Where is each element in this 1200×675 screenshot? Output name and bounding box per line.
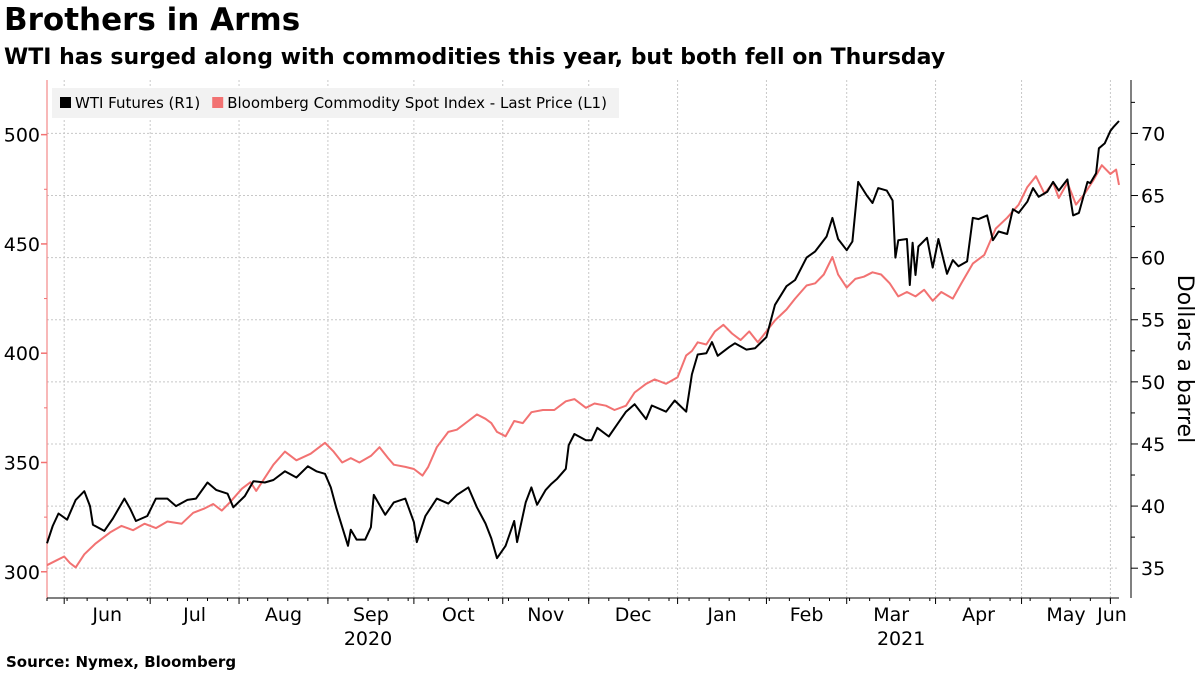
chart-subtitle: WTI has surged along with commodities th… (4, 45, 946, 70)
series-line-wti (46, 120, 1120, 560)
x-tick-label: Oct (442, 604, 475, 626)
left-tick-label: 300 (4, 562, 40, 584)
left-tick-label: 400 (4, 343, 40, 365)
series-lines (46, 120, 1120, 569)
right-tick-label: 65 (1141, 186, 1165, 208)
left-tick-label: 500 (4, 125, 40, 147)
x-tick-label: May (1046, 604, 1085, 626)
series-line-bcom (46, 164, 1120, 569)
x-tick-label: Nov (527, 604, 564, 626)
axes: 300 350 400 450 500 35 40 45 50 55 60 65 70 Dollars a… (4, 80, 1197, 650)
x-year-label: 2020 (344, 628, 392, 650)
right-axis-label: Dollars a barrel (1172, 275, 1197, 443)
right-tick-label: 50 (1141, 372, 1165, 394)
right-tick-label: 60 (1141, 248, 1165, 270)
left-tick-label: 450 (4, 234, 40, 256)
left-tick-label: 350 (4, 452, 40, 474)
source-note: Source: Nymex, Bloomberg (6, 653, 237, 671)
x-tick-label: Jan (706, 604, 736, 626)
right-tick-label: 55 (1141, 310, 1165, 332)
right-tick-label: 70 (1141, 123, 1165, 145)
x-tick-label: Feb (790, 604, 824, 626)
legend: WTI Futures (R1) Bloomberg Commodity Spot… (52, 88, 619, 118)
legend-label-bcom: Bloomberg Commodity Spot Index - Last Pr… (227, 94, 607, 112)
x-year-label: 2021 (877, 628, 925, 650)
legend-swatch-wti (60, 97, 71, 108)
legend-label-wti: WTI Futures (R1) (75, 94, 200, 112)
x-tick-label: Aug (265, 604, 302, 626)
x-tick-label: Jun (91, 604, 122, 626)
x-tick-label: Dec (615, 604, 652, 626)
x-tick-label: Jul (182, 604, 206, 626)
x-tick-label: Jun (1096, 604, 1127, 626)
gridlines (47, 80, 1119, 598)
legend-box (52, 88, 619, 118)
x-tick-label: Mar (873, 604, 909, 626)
right-tick-label: 40 (1141, 496, 1165, 518)
right-tick-label: 35 (1141, 558, 1165, 580)
x-tick-label: Sep (353, 604, 389, 626)
x-tick-label: Apr (962, 604, 995, 626)
legend-swatch-bcom (212, 97, 224, 108)
right-tick-label: 45 (1141, 434, 1165, 456)
chart-title: Brothers in Arms (4, 2, 301, 38)
